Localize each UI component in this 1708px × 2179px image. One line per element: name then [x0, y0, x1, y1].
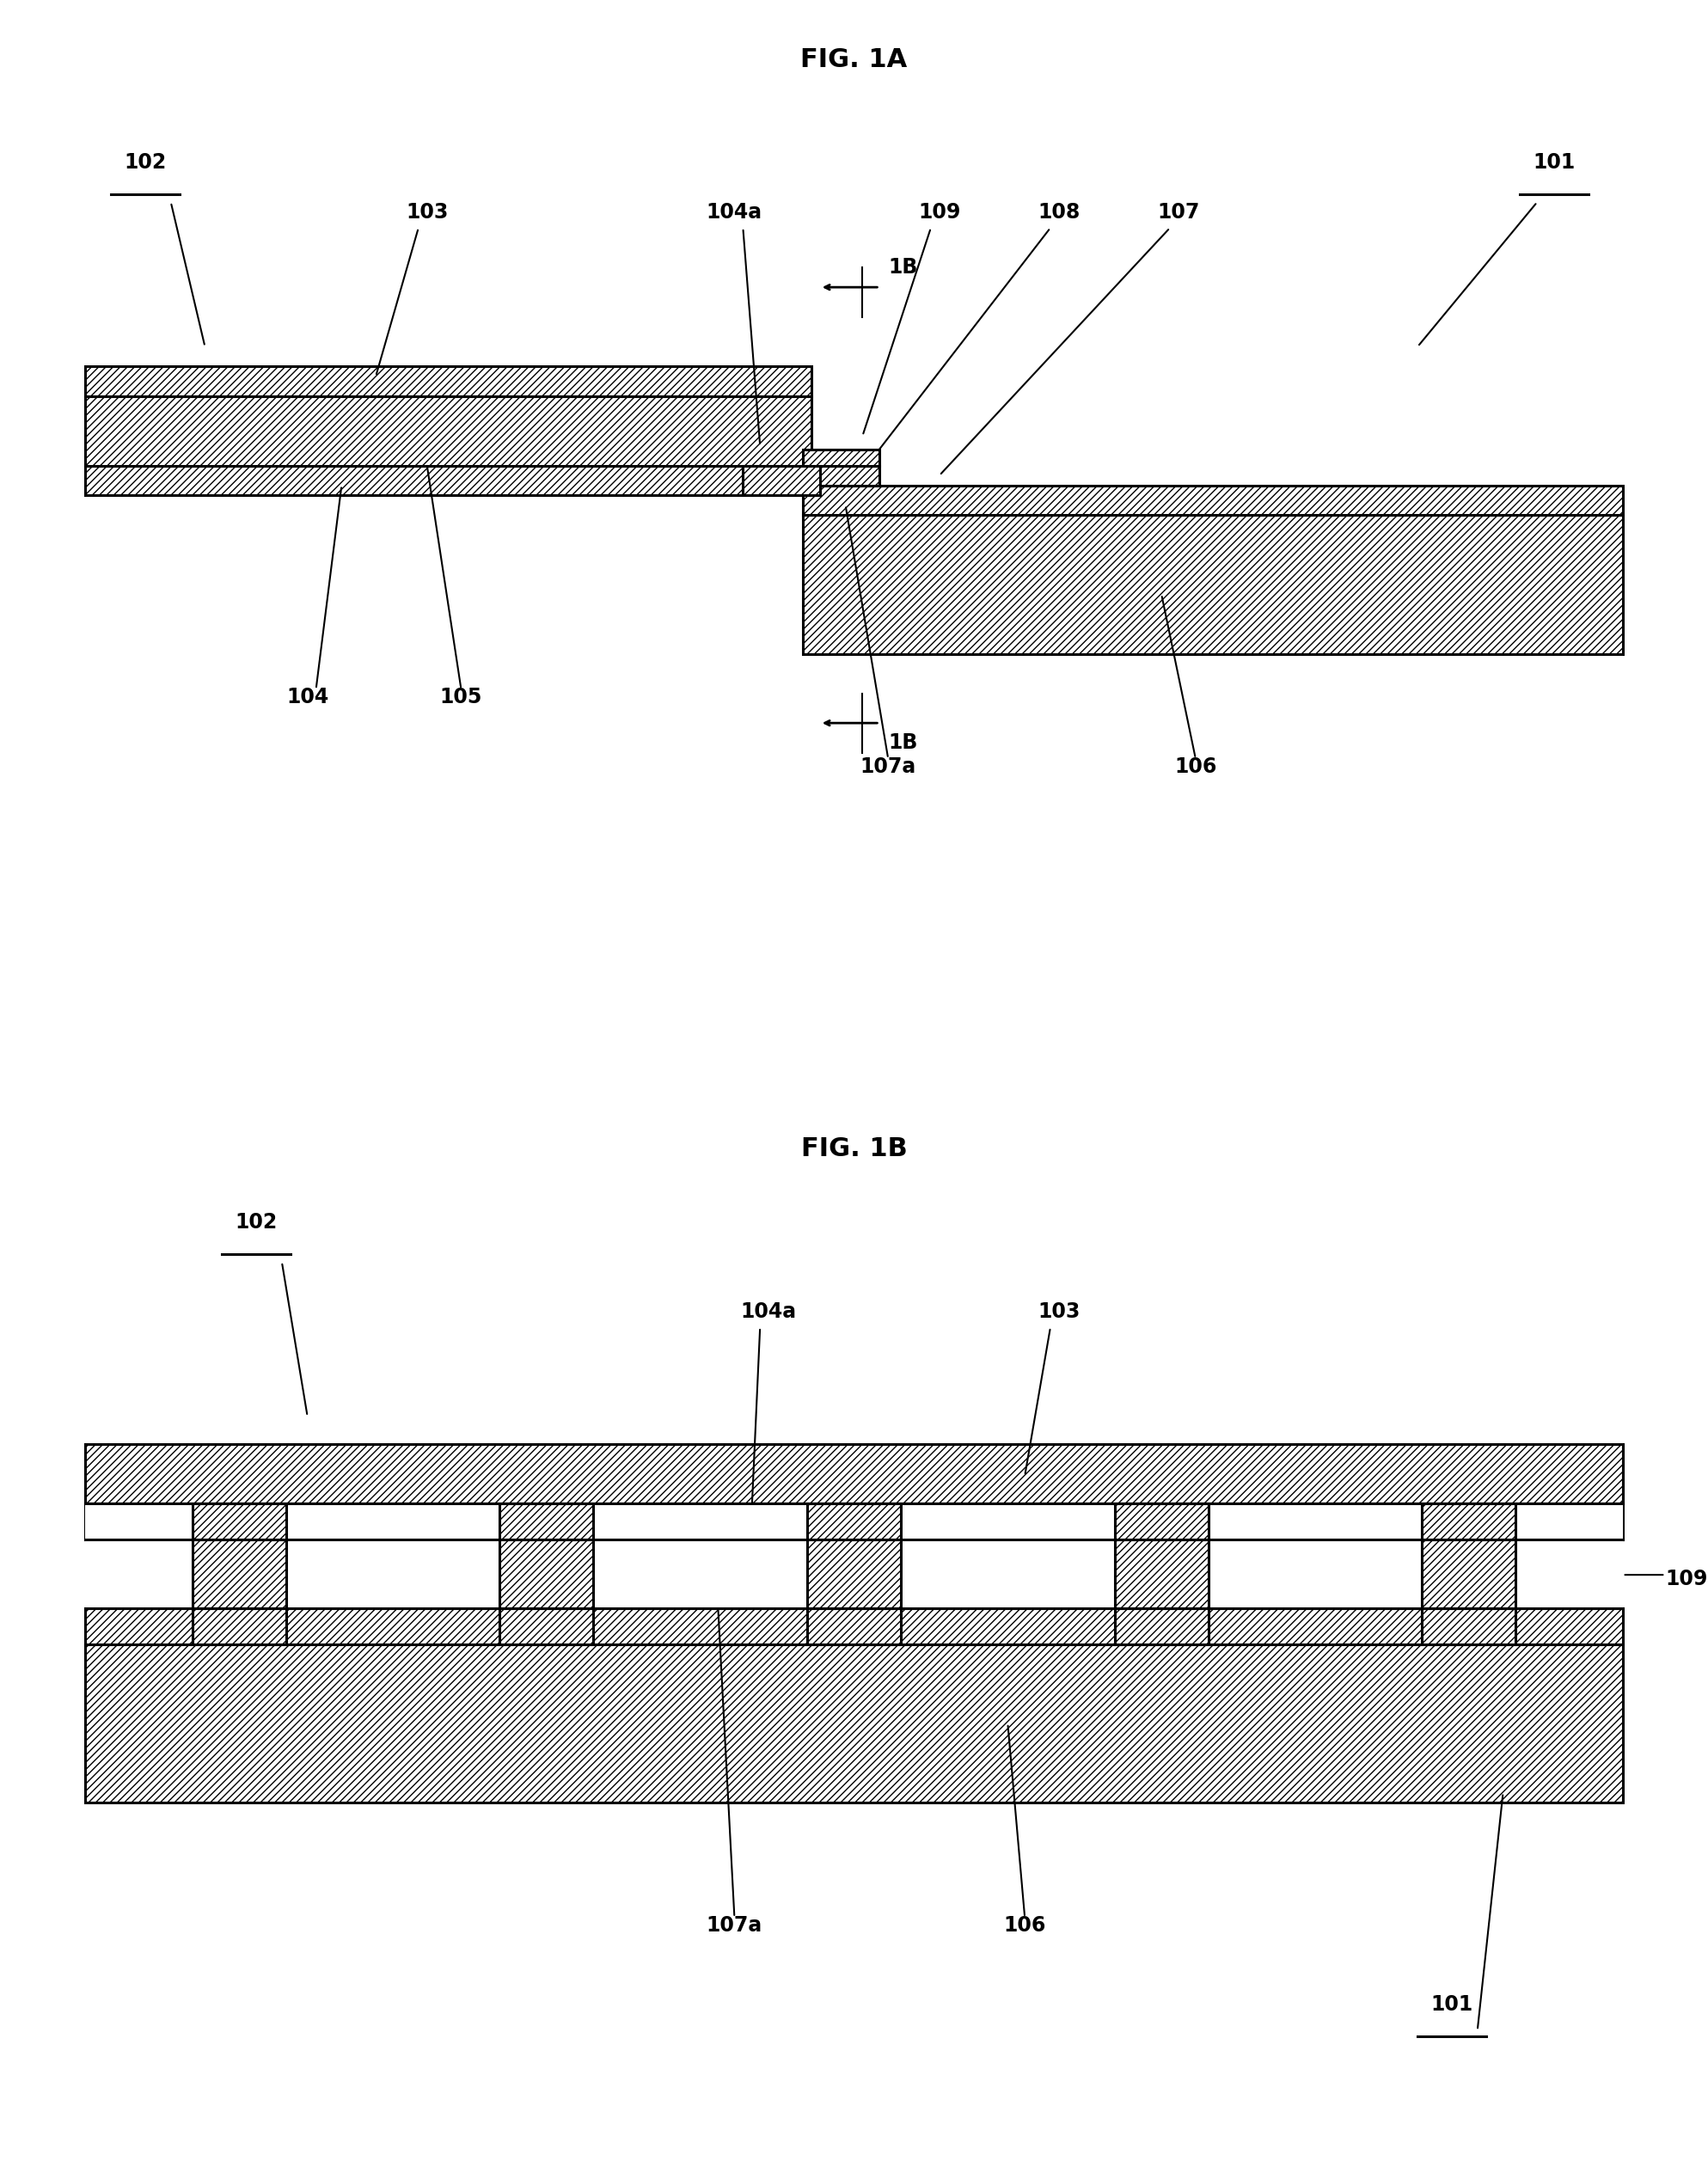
- Text: 103: 103: [407, 203, 447, 222]
- Bar: [594, 1504, 808, 1538]
- Bar: [85, 1538, 191, 1608]
- Text: 101: 101: [1431, 1994, 1472, 2016]
- Bar: [803, 514, 1623, 654]
- Text: 106: 106: [1004, 1915, 1045, 1935]
- Bar: [743, 466, 820, 495]
- Text: 103: 103: [1038, 1301, 1079, 1323]
- Bar: [85, 397, 811, 466]
- Text: 106: 106: [1175, 756, 1216, 778]
- Bar: [594, 1538, 808, 1608]
- Text: 105: 105: [441, 686, 482, 708]
- Bar: [803, 486, 1623, 514]
- Bar: [191, 1608, 287, 1645]
- Bar: [803, 466, 880, 486]
- Bar: [1421, 1608, 1517, 1645]
- Text: 104a: 104a: [741, 1301, 796, 1323]
- Bar: [1517, 1504, 1623, 1538]
- Bar: [191, 1504, 287, 1538]
- Text: 107a: 107a: [707, 1915, 762, 1935]
- Text: 102: 102: [125, 153, 166, 172]
- Bar: [1517, 1538, 1623, 1608]
- Text: 1B: 1B: [888, 257, 917, 277]
- Bar: [1209, 1504, 1421, 1538]
- Bar: [803, 449, 880, 466]
- Text: 1B: 1B: [888, 732, 917, 754]
- Text: 109: 109: [1665, 1569, 1708, 1588]
- Bar: [285, 1538, 499, 1608]
- Bar: [902, 1538, 1115, 1608]
- Text: 108: 108: [1038, 203, 1079, 222]
- Text: 109: 109: [919, 203, 960, 222]
- Text: 107a: 107a: [861, 756, 915, 778]
- Bar: [808, 1538, 902, 1608]
- Bar: [85, 366, 811, 397]
- Bar: [1115, 1608, 1209, 1645]
- Bar: [499, 1504, 594, 1538]
- Text: FIG. 1B: FIG. 1B: [801, 1137, 907, 1161]
- Bar: [499, 1538, 594, 1608]
- Bar: [85, 1445, 1623, 1504]
- Text: FIG. 1A: FIG. 1A: [801, 48, 907, 72]
- Text: 107: 107: [1158, 203, 1199, 222]
- Bar: [285, 1504, 499, 1538]
- Bar: [85, 466, 811, 495]
- Bar: [85, 1504, 191, 1538]
- Bar: [1421, 1538, 1517, 1608]
- Bar: [902, 1504, 1115, 1538]
- Bar: [191, 1538, 287, 1608]
- Bar: [808, 1608, 902, 1645]
- Bar: [1115, 1504, 1209, 1538]
- Bar: [499, 1608, 594, 1645]
- Bar: [1421, 1504, 1517, 1538]
- Text: 102: 102: [236, 1212, 277, 1233]
- Bar: [1209, 1538, 1421, 1608]
- Bar: [808, 1504, 902, 1538]
- Text: 104: 104: [287, 686, 328, 708]
- Bar: [85, 1645, 1623, 1802]
- Bar: [1115, 1538, 1209, 1608]
- Text: 104a: 104a: [707, 203, 762, 222]
- Text: 101: 101: [1534, 153, 1575, 172]
- Bar: [85, 1608, 1623, 1645]
